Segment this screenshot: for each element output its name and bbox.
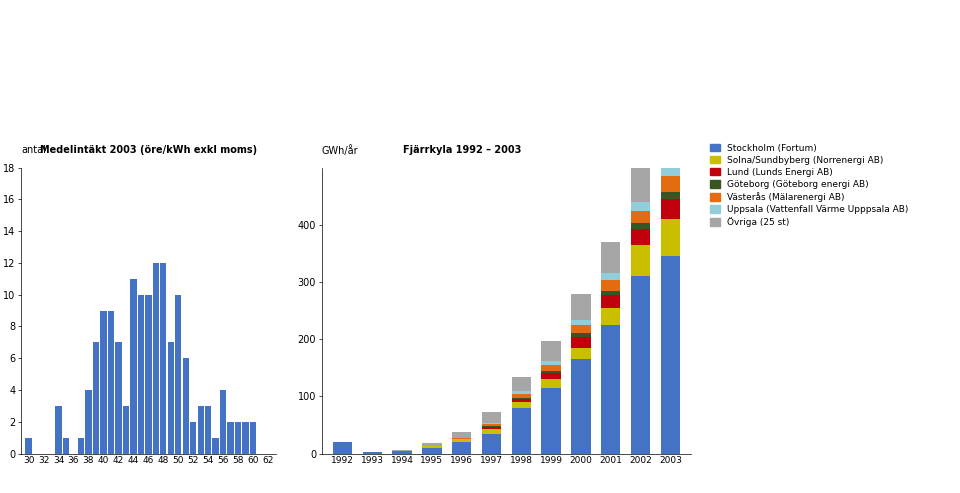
Bar [571,320,590,325]
Text: Medelintäkt 2003 (öre/kWh exkl moms): Medelintäkt 2003 (öre/kWh exkl moms) [39,145,257,155]
Bar [541,341,561,361]
Bar [482,427,501,429]
Bar [541,365,561,371]
Bar [601,325,620,454]
Bar [168,342,174,454]
Bar [660,176,680,192]
Bar [198,406,204,454]
Bar [512,402,531,408]
Bar [452,442,471,454]
Bar [660,219,680,256]
Bar [571,338,590,348]
Bar [541,361,561,365]
Bar [482,412,501,423]
Bar [452,432,471,438]
Bar [452,439,471,442]
Bar [78,438,84,454]
Bar [660,192,680,199]
Bar [250,422,256,454]
Bar [115,342,122,454]
Bar [571,333,590,338]
Bar [601,274,620,281]
Bar [482,424,501,426]
Bar [660,199,680,219]
Bar [601,242,620,274]
Bar [363,452,382,454]
Bar [601,295,620,308]
Bar [601,290,620,295]
Bar [631,165,650,202]
Bar [482,433,501,454]
Bar [56,406,61,454]
Text: antal: antal [21,145,46,155]
Text: Fjärrkyla 1992 – 2003: Fjärrkyla 1992 – 2003 [403,145,521,155]
Bar [93,342,99,454]
Bar [541,371,561,374]
Bar [212,438,219,454]
Bar [160,263,166,454]
Bar [660,166,680,176]
Bar [631,202,650,211]
Bar [571,294,590,320]
Bar [482,426,501,427]
Bar [422,446,442,448]
Bar [422,443,442,446]
Bar [512,377,531,391]
Bar [175,295,181,454]
Bar [631,229,650,245]
Bar [601,308,620,325]
Bar [541,388,561,454]
Bar [631,223,650,229]
Bar [393,450,412,451]
Bar [422,448,442,454]
Bar [482,429,501,433]
Bar [660,256,680,454]
Bar [482,423,501,424]
Bar [571,348,590,359]
Bar [601,281,620,290]
Bar [512,399,531,402]
Bar [100,311,107,454]
Bar [190,422,197,454]
Bar [228,422,234,454]
Bar [145,295,152,454]
Bar [62,438,69,454]
Bar [137,295,144,454]
Bar [631,245,650,276]
Bar [541,379,561,388]
Bar [220,390,227,454]
Bar [512,397,531,399]
Bar [571,325,590,333]
Bar [25,438,32,454]
Legend: Stockholm (Fortum), Solna/Sundbyberg (Norrenergi AB), Lund (Lunds Energi AB), Gö: Stockholm (Fortum), Solna/Sundbyberg (No… [710,143,908,227]
Bar [452,438,471,439]
Bar [631,211,650,223]
Bar [123,406,129,454]
Bar [131,279,136,454]
Bar [333,442,352,454]
Bar [393,451,412,454]
Bar [660,123,680,166]
Bar [85,390,91,454]
Bar [153,263,159,454]
Bar [541,374,561,379]
Bar [182,358,189,454]
Bar [512,393,531,397]
Bar [205,406,211,454]
Bar [108,311,114,454]
Bar [631,276,650,454]
Bar [243,422,249,454]
Bar [571,359,590,454]
Bar [512,391,531,393]
Bar [512,408,531,454]
Text: GWh/år: GWh/år [322,145,358,156]
Bar [235,422,241,454]
